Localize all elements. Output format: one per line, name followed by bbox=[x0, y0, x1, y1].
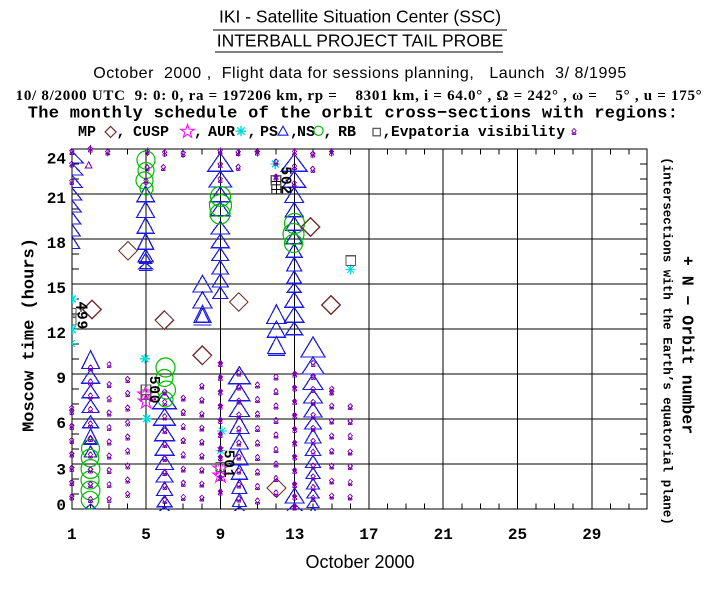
svg-text:PS: PS bbox=[260, 124, 278, 141]
svg-text:MP: MP bbox=[78, 124, 96, 141]
svg-text:12: 12 bbox=[47, 325, 66, 343]
svg-text:CUSP: CUSP bbox=[133, 124, 169, 141]
svg-text:21: 21 bbox=[47, 190, 66, 208]
svg-text:25: 25 bbox=[508, 526, 527, 544]
svg-text:October 2000 , Flight data f: October 2000 , Flight data for sessions … bbox=[93, 65, 627, 82]
svg-text:0: 0 bbox=[56, 497, 66, 515]
svg-text:6: 6 bbox=[56, 415, 66, 433]
svg-text:The monthly schedule of the or: The monthly schedule of the orbit cross−… bbox=[28, 105, 678, 124]
svg-text:,: , bbox=[194, 124, 203, 141]
svg-text:,: , bbox=[324, 124, 333, 141]
svg-text:24: 24 bbox=[47, 150, 67, 168]
svg-text:9: 9 bbox=[216, 526, 226, 544]
svg-text:,: , bbox=[248, 124, 257, 141]
svg-text:502: 502 bbox=[276, 166, 292, 195]
svg-text:5: 5 bbox=[141, 526, 151, 544]
svg-text:RB: RB bbox=[338, 124, 356, 141]
svg-text:AUR: AUR bbox=[208, 124, 235, 141]
svg-text:21: 21 bbox=[434, 526, 453, 544]
svg-text:501: 501 bbox=[220, 450, 236, 479]
svg-text:,: , bbox=[290, 124, 299, 141]
svg-text:,: , bbox=[117, 124, 126, 141]
svg-text:NS: NS bbox=[297, 124, 315, 141]
svg-text:10/ 8/2000 UTC 9: 0: 0, ra =: 10/ 8/2000 UTC 9: 0: 0, ra = 197206 km, … bbox=[16, 88, 703, 104]
svg-text:IKI - Satellite Situation Cent: IKI - Satellite Situation Center (SSC) bbox=[219, 7, 501, 27]
svg-text:INTERBALL PROJECT TAIL PROBE: INTERBALL PROJECT TAIL PROBE bbox=[217, 31, 504, 51]
svg-text:17: 17 bbox=[359, 526, 378, 544]
svg-text:October 2000: October 2000 bbox=[305, 552, 414, 572]
svg-text:15: 15 bbox=[47, 280, 66, 298]
svg-text:29: 29 bbox=[582, 526, 601, 544]
svg-text:+ N − Orbit number: + N − Orbit number bbox=[678, 256, 697, 434]
svg-text:499: 499 bbox=[72, 301, 88, 330]
svg-text:9: 9 bbox=[56, 370, 66, 388]
svg-text:(intersections with the Earth’: (intersections with the Earth’s equatori… bbox=[660, 157, 674, 525]
svg-text:1: 1 bbox=[67, 526, 77, 544]
svg-text:13: 13 bbox=[285, 526, 304, 544]
svg-text:500: 500 bbox=[145, 376, 161, 405]
svg-text:Evpatoria visibility: Evpatoria visibility bbox=[391, 125, 565, 141]
svg-text:3: 3 bbox=[56, 461, 66, 479]
svg-text:,: , bbox=[383, 124, 392, 141]
svg-text:Moscow time (hours): Moscow time (hours) bbox=[21, 238, 40, 432]
svg-text:18: 18 bbox=[47, 235, 66, 253]
